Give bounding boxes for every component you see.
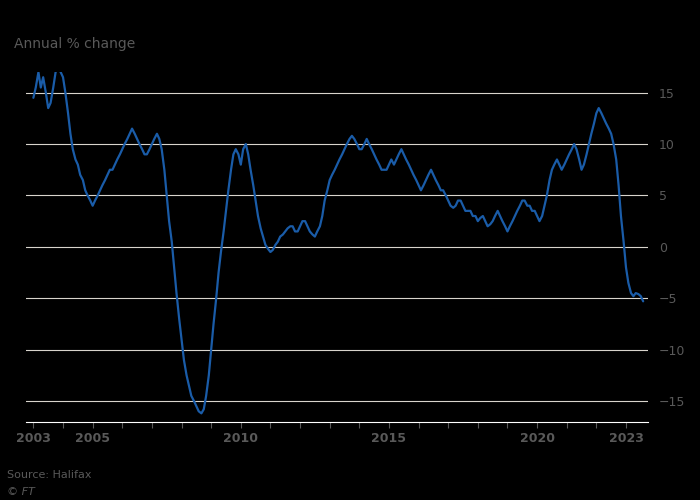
Text: Source: Halifax: Source: Halifax	[7, 470, 92, 480]
Text: © FT: © FT	[7, 487, 35, 497]
Text: Annual % change: Annual % change	[13, 37, 135, 51]
